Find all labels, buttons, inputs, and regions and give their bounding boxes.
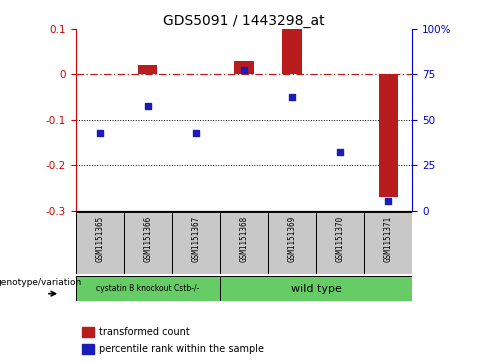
Bar [138, 65, 158, 74]
Text: GSM1151371: GSM1151371 [384, 215, 393, 262]
FancyBboxPatch shape [76, 212, 124, 274]
Text: percentile rank within the sample: percentile rank within the sample [99, 344, 264, 354]
Text: GSM1151370: GSM1151370 [336, 215, 345, 262]
Text: wild type: wild type [291, 284, 342, 294]
Point [288, 94, 296, 100]
Bar [379, 74, 398, 197]
FancyBboxPatch shape [76, 276, 220, 301]
Title: GDS5091 / 1443298_at: GDS5091 / 1443298_at [163, 14, 325, 28]
Point [240, 67, 248, 73]
Text: cystatin B knockout Cstb-/-: cystatin B knockout Cstb-/- [96, 284, 200, 293]
Bar [234, 61, 254, 74]
FancyBboxPatch shape [220, 212, 268, 274]
Bar [82, 344, 94, 354]
Point [96, 130, 103, 136]
FancyBboxPatch shape [124, 212, 172, 274]
Point [385, 199, 392, 204]
Text: GSM1151368: GSM1151368 [240, 215, 248, 262]
FancyBboxPatch shape [220, 276, 412, 301]
FancyBboxPatch shape [172, 212, 220, 274]
Point [336, 149, 344, 155]
Point [192, 130, 200, 136]
Text: transformed count: transformed count [99, 327, 190, 337]
Point [144, 103, 152, 109]
Text: GSM1151365: GSM1151365 [95, 215, 104, 262]
Text: GSM1151369: GSM1151369 [287, 215, 297, 262]
Text: genotype/variation: genotype/variation [0, 278, 82, 287]
FancyBboxPatch shape [364, 212, 412, 274]
Text: GSM1151367: GSM1151367 [191, 215, 201, 262]
Text: GSM1151366: GSM1151366 [143, 215, 152, 262]
FancyBboxPatch shape [268, 212, 316, 274]
Bar [283, 29, 302, 74]
FancyBboxPatch shape [316, 212, 364, 274]
Bar [82, 327, 94, 337]
